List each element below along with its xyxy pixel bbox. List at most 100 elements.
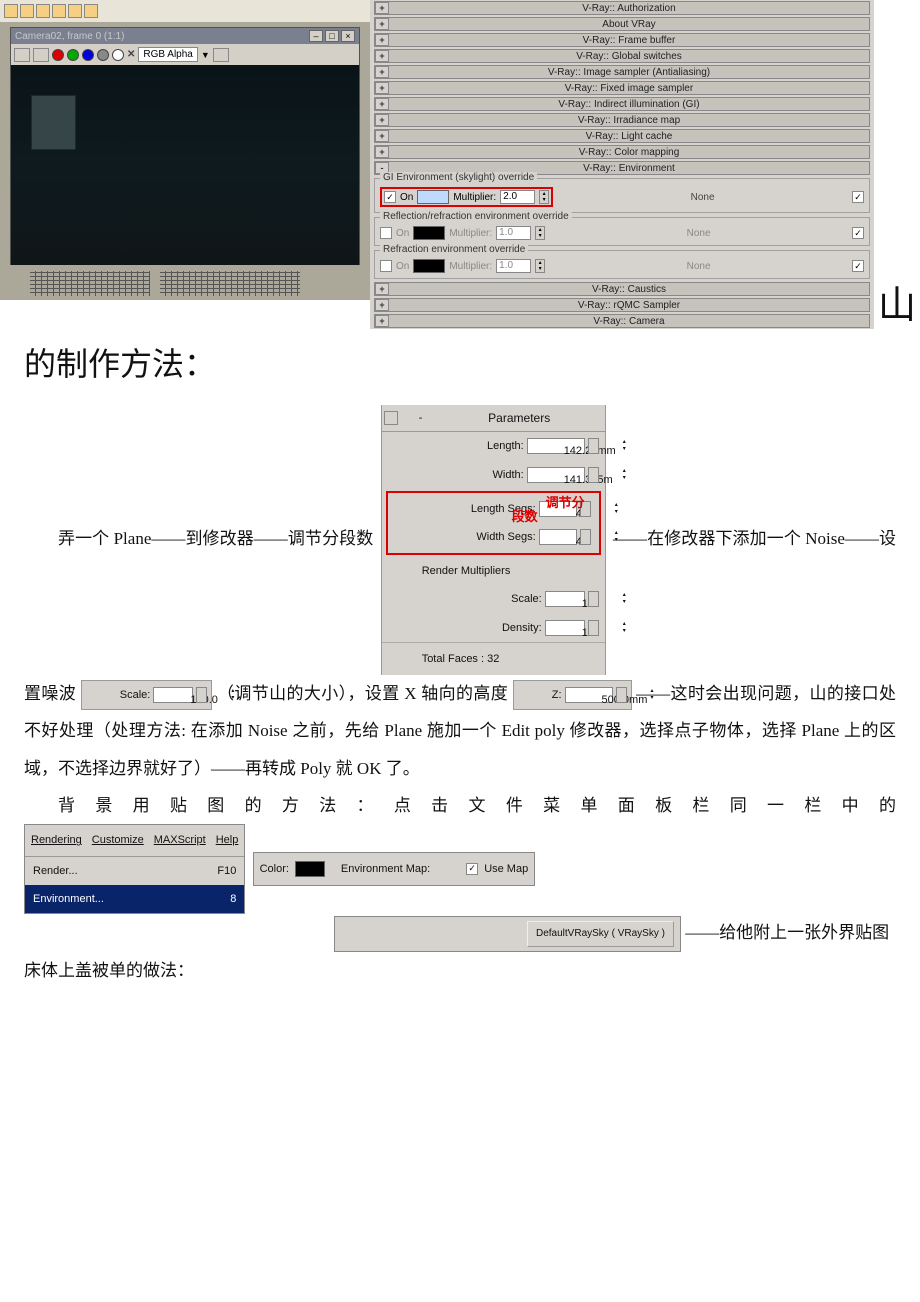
mono-channel-icon[interactable] [97, 49, 109, 61]
expand-icon[interactable]: + [375, 2, 389, 14]
wireframe-geometry [160, 271, 300, 296]
map-enable-checkbox[interactable] [852, 191, 864, 203]
density-input[interactable]: 1.0 [545, 620, 585, 636]
alpha-channel-icon[interactable] [112, 49, 124, 61]
map-slot[interactable]: None [557, 192, 848, 203]
multiplier-input[interactable]: 1.0 [496, 226, 531, 240]
width-segs-input[interactable]: 4 [539, 529, 577, 545]
toolbar-icon[interactable] [68, 4, 82, 18]
noise-scale-field: Scale: 100.0 [81, 680, 213, 710]
expand-icon[interactable]: + [375, 50, 389, 62]
expand-icon[interactable]: + [375, 283, 389, 295]
use-map-checkbox[interactable] [466, 863, 478, 875]
spinner-icon[interactable] [535, 259, 545, 273]
rollout[interactable]: +V-Ray:: Fixed image sampler [374, 81, 870, 95]
rollout[interactable]: +V-Ray:: Frame buffer [374, 33, 870, 47]
env-color-swatch[interactable] [295, 861, 325, 877]
expand-icon[interactable]: + [375, 114, 389, 126]
maximize-icon[interactable]: □ [325, 30, 339, 42]
close-icon[interactable]: × [341, 30, 355, 42]
multiplier-input[interactable]: 1.0 [496, 259, 531, 273]
clear-icon[interactable]: ✕ [127, 49, 135, 60]
menu-rendering[interactable]: Rendering [31, 828, 82, 852]
rollout[interactable]: +V-Ray:: Camera [374, 314, 870, 328]
length-input[interactable]: 142.25mm [527, 438, 585, 454]
spinner-icon[interactable] [588, 438, 599, 454]
rollout[interactable]: +V-Ray:: Global switches [374, 49, 870, 63]
rollout[interactable]: +About VRay [374, 17, 870, 31]
spinner-icon[interactable] [588, 591, 599, 607]
rollout[interactable]: +V-Ray:: Light cache [374, 129, 870, 143]
toolbar-icon[interactable] [4, 4, 18, 18]
expand-icon[interactable]: + [375, 130, 389, 142]
toolbar-icon[interactable] [52, 4, 66, 18]
expand-icon[interactable]: + [375, 34, 389, 46]
width-input[interactable]: 141.315m [527, 467, 585, 483]
spinner-icon[interactable] [616, 687, 627, 703]
rendering-menu: Rendering Customize MAXScript Help Rende… [24, 824, 245, 914]
map-enable-checkbox[interactable] [852, 260, 864, 272]
menu-customize[interactable]: Customize [92, 828, 144, 852]
menu-maxscript[interactable]: MAXScript [154, 828, 206, 852]
save-image-icon[interactable] [14, 48, 30, 62]
rollout[interactable]: +V-Ray:: Irradiance map [374, 113, 870, 127]
rollout[interactable]: +V-Ray:: Caustics [374, 282, 870, 296]
spinner-icon[interactable] [588, 620, 599, 636]
z-input[interactable]: 500.0mm [565, 687, 613, 703]
map-slot[interactable]: None [549, 228, 848, 239]
on-checkbox[interactable] [380, 260, 392, 272]
clone-icon[interactable] [33, 48, 49, 62]
spinner-icon[interactable] [588, 467, 599, 483]
map-enable-checkbox[interactable] [852, 227, 864, 239]
toolbar-icon[interactable] [20, 4, 34, 18]
red-channel-icon[interactable] [52, 49, 64, 61]
channel-select[interactable]: RGB Alpha [138, 47, 197, 62]
color-swatch[interactable] [417, 190, 449, 204]
rollout[interactable]: +V-Ray:: rQMC Sampler [374, 298, 870, 312]
paragraph-2-line1: 背景用贴图的方法：点击文件菜单面板栏同一栏中的 [24, 787, 896, 824]
color-swatch[interactable] [413, 259, 445, 273]
extra-tool-icon[interactable] [213, 48, 229, 62]
refraction-environment-group: Refraction environment override On Multi… [374, 250, 870, 279]
blue-channel-icon[interactable] [82, 49, 94, 61]
total-faces-label: Total Faces : 32 [382, 642, 605, 675]
rollout[interactable]: +V-Ray:: Authorization [374, 1, 870, 15]
minimize-icon[interactable]: – [309, 30, 323, 42]
spinner-icon[interactable] [580, 529, 591, 545]
spinner-icon[interactable] [535, 226, 545, 240]
use-map-label: Use Map [484, 857, 528, 881]
collapse-icon[interactable]: - [384, 411, 398, 425]
toolbar-icon[interactable] [84, 4, 98, 18]
scale-input[interactable]: 1.0 [545, 591, 585, 607]
expand-icon[interactable]: + [375, 66, 389, 78]
spinner-icon[interactable] [196, 687, 207, 703]
expand-icon[interactable]: + [375, 18, 389, 30]
env-map-button[interactable]: DefaultVRaySky ( VRaySky ) [527, 921, 674, 947]
map-slot[interactable]: None [549, 261, 848, 272]
expand-icon[interactable]: + [375, 299, 389, 311]
viewport-wireframe [0, 265, 370, 300]
menu-item-environment[interactable]: Environment...8 [25, 885, 244, 913]
rollout[interactable]: +V-Ray:: Color mapping [374, 145, 870, 159]
expand-icon[interactable]: + [375, 98, 389, 110]
wireframe-geometry [30, 271, 150, 296]
scale-input[interactable]: 100.0 [153, 687, 193, 703]
expand-icon[interactable]: + [375, 146, 389, 158]
expand-icon[interactable]: + [375, 82, 389, 94]
rollout[interactable]: +V-Ray:: Indirect illumination (GI) [374, 97, 870, 111]
menu-item-render[interactable]: Render...F10 [25, 857, 244, 885]
heading-line2: 的制作方法： [0, 329, 920, 405]
expand-icon[interactable]: + [375, 315, 389, 327]
on-checkbox[interactable] [384, 191, 396, 203]
green-channel-icon[interactable] [67, 49, 79, 61]
spinner-icon[interactable] [539, 190, 549, 204]
color-swatch[interactable] [413, 226, 445, 240]
rollout[interactable]: +V-Ray:: Image sampler (Antialiasing) [374, 65, 870, 79]
on-checkbox[interactable] [380, 227, 392, 239]
z-label: Z: [518, 683, 562, 707]
paragraph-2-inline: Rendering Customize MAXScript Help Rende… [24, 824, 896, 951]
text: ——给他附上一张外界贴图 [685, 923, 889, 942]
multiplier-input[interactable]: 2.0 [500, 190, 535, 204]
menu-help[interactable]: Help [216, 828, 239, 852]
toolbar-icon[interactable] [36, 4, 50, 18]
